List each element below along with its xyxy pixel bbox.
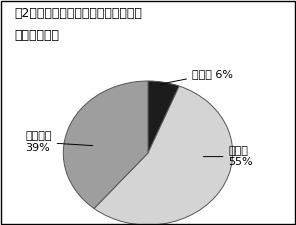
Wedge shape — [63, 81, 148, 209]
Text: あった
55%: あった 55% — [203, 146, 253, 167]
Text: があったか: があったか — [15, 29, 60, 42]
Text: 無回答 6%: 無回答 6% — [161, 69, 233, 84]
Text: なかった
39%: なかった 39% — [25, 131, 93, 153]
Wedge shape — [94, 86, 233, 225]
Wedge shape — [148, 81, 179, 153]
Text: 図2　開業後、協会が役に立ったこと: 図2 開業後、協会が役に立ったこと — [15, 7, 143, 20]
